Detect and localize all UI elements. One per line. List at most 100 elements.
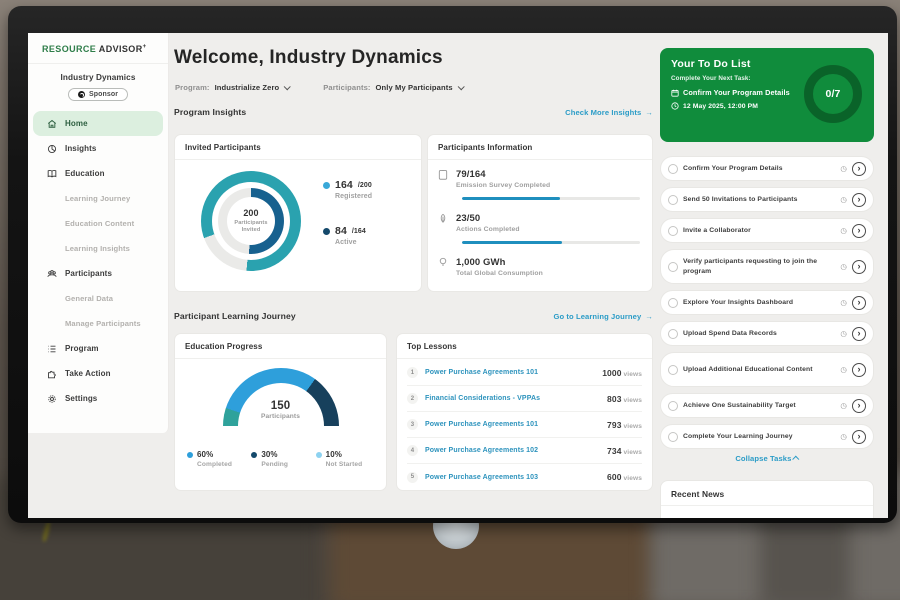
legend-active: 84/164 Active	[323, 225, 366, 246]
clock-icon: ◷	[840, 195, 847, 204]
sidebar-item-home[interactable]: Home	[33, 111, 163, 136]
stat-total-consumption: 1,000 GWh Total Global Consumption	[438, 257, 543, 277]
sidebar-item-general-data[interactable]: General Data	[65, 294, 114, 303]
task-item[interactable]: Upload Additional Educational Content ◷ ›	[660, 352, 874, 387]
todo-next-task[interactable]: Confirm Your Program Details	[671, 88, 863, 97]
rank-badge: 2	[407, 393, 418, 404]
organization-block: Industry Dynamics Sponsor	[28, 64, 168, 111]
sidebar-item-learning-insights[interactable]: Learning Insights	[65, 244, 130, 253]
donut-center: 200 Participants Invited	[227, 197, 275, 245]
checkbox-icon[interactable]	[668, 225, 678, 236]
todo-task-list: Confirm Your Program Details ◷ › Send 50 I…	[660, 156, 874, 449]
lesson-row: 3 Power Purchase Agreements 101 793 views	[407, 412, 642, 438]
task-item[interactable]: Explore Your Insights Dashboard ◷ ›	[660, 290, 874, 315]
chevron-right-icon[interactable]: ›	[852, 223, 866, 238]
todo-next-task-time: 12 May 2025, 12:00 PM	[671, 102, 863, 110]
sponsor-badge[interactable]: Sponsor	[67, 88, 129, 101]
checkbox-icon[interactable]	[668, 400, 678, 411]
todo-subtitle: Complete Your Next Task:	[671, 75, 751, 82]
sidebar: RESOURCE ADVISOR+ Industry Dynamics Spon…	[28, 33, 169, 433]
sidebar-item-education[interactable]: Education	[33, 161, 163, 186]
checkbox-icon[interactable]	[668, 364, 678, 375]
lesson-row: 5 Power Purchase Agreements 103 600 views	[407, 464, 642, 490]
lesson-link[interactable]: Power Purchase Agreements 101	[425, 421, 539, 428]
task-item[interactable]: Verify participants requesting to join t…	[660, 249, 874, 284]
sidebar-item-program[interactable]: Program	[33, 336, 163, 361]
participants-information-card: Participants Information 79/164 Emission …	[427, 134, 653, 292]
legend-dot	[323, 227, 330, 235]
sidebar-item-take-action[interactable]: Take Action	[33, 361, 163, 386]
chevron-right-icon[interactable]: ›	[852, 326, 866, 341]
insights-icon	[47, 144, 57, 154]
clock-icon: ◷	[840, 432, 847, 441]
card-title: Participants Information	[428, 135, 652, 160]
check-more-insights-link[interactable]: Check More Insights →	[565, 107, 653, 117]
survey-icon	[438, 169, 448, 180]
gauge-center: 150 Participants	[261, 400, 300, 420]
chevron-right-icon[interactable]: ›	[852, 192, 866, 207]
chevron-right-icon[interactable]: ›	[852, 398, 866, 413]
actions-progress-bar	[462, 241, 640, 244]
sidebar-item-participants[interactable]: Participants	[33, 261, 163, 286]
checkbox-icon[interactable]	[668, 194, 678, 205]
arrow-right-icon: →	[645, 107, 653, 117]
program-filter[interactable]: Program: Industrialize Zero	[175, 83, 291, 92]
todo-progress-ring: 0/7	[804, 65, 862, 123]
sponsor-icon	[77, 91, 85, 98]
sidebar-item-learning-journey[interactable]: Learning Journey	[65, 194, 131, 203]
sidebar-item-manage-participants[interactable]: Manage Participants	[65, 319, 141, 328]
organization-name: Industry Dynamics	[60, 73, 136, 82]
chevron-right-icon[interactable]: ›	[852, 295, 866, 310]
learning-journey-header: Participant Learning Journey Go to Learn…	[174, 311, 653, 321]
task-item[interactable]: Complete Your Learning Journey ◷ ›	[660, 424, 874, 449]
dashboard-screen: RESOURCE ADVISOR+ Industry Dynamics Spon…	[28, 33, 888, 518]
task-item[interactable]: Send 50 Invitations to Participants ◷ ›	[660, 187, 874, 212]
legend-dot	[323, 181, 330, 189]
participants-filter[interactable]: Participants: Only My Participants	[323, 83, 465, 92]
task-item[interactable]: Achieve One Sustainability Target ◷ ›	[660, 393, 874, 418]
sidebar-item-settings[interactable]: Settings	[33, 386, 163, 411]
chevron-right-icon[interactable]: ›	[852, 362, 866, 377]
chevron-right-icon[interactable]: ›	[852, 161, 866, 176]
chevron-right-icon[interactable]: ›	[852, 259, 866, 274]
checkbox-icon[interactable]	[668, 163, 678, 174]
chevron-down-icon	[457, 83, 465, 91]
top-lessons-card: Top Lessons 1 Power Purchase Agreements …	[396, 333, 653, 491]
clock-icon: ◷	[840, 365, 847, 374]
checkbox-icon[interactable]	[668, 328, 678, 339]
task-item[interactable]: Upload Spend Data Records ◷ ›	[660, 321, 874, 346]
checkbox-icon[interactable]	[668, 431, 678, 442]
task-item[interactable]: Invite a Collaborator ◷ ›	[660, 218, 874, 243]
todo-list-panel: Your To Do List Complete Your Next Task:…	[660, 48, 874, 142]
page-title: Welcome, Industry Dynamics	[174, 47, 443, 68]
chevron-right-icon[interactable]: ›	[852, 429, 866, 444]
sidebar-item-insights[interactable]: Insights	[33, 136, 163, 161]
calendar-icon	[671, 89, 679, 97]
invited-participants-donut-chart: 200 Participants Invited	[201, 171, 301, 271]
lesson-row: 1 Power Purchase Agreements 101 1000 view…	[407, 360, 642, 386]
lesson-link[interactable]: Power Purchase Agreements 102	[425, 447, 539, 454]
settings-gear-icon	[47, 394, 57, 404]
education-icon	[47, 169, 57, 179]
checkbox-icon[interactable]	[668, 261, 678, 272]
home-icon	[47, 119, 57, 129]
sidebar-item-education-content[interactable]: Education Content	[65, 219, 135, 228]
filter-bar: Program: Industrialize Zero Participants…	[175, 83, 465, 92]
collapse-tasks-link[interactable]: Collapse Tasks	[660, 454, 874, 463]
lesson-link[interactable]: Financial Considerations - VPPAs	[425, 395, 541, 402]
monitor-bezel: RESOURCE ADVISOR+ Industry Dynamics Spon…	[8, 6, 897, 523]
take-action-icon	[47, 369, 57, 379]
rank-badge: 5	[407, 471, 418, 483]
lesson-link[interactable]: Power Purchase Agreements 101	[425, 369, 539, 376]
app-logo[interactable]: RESOURCE ADVISOR+	[28, 33, 168, 64]
lesson-row: 4 Power Purchase Agreements 102 734 views	[407, 438, 642, 464]
task-item[interactable]: Confirm Your Program Details ◷ ›	[660, 156, 874, 181]
lesson-link[interactable]: Power Purchase Agreements 103	[425, 473, 539, 481]
rank-badge: 3	[407, 419, 418, 430]
legend-pending: 30% Pending	[251, 450, 315, 468]
section-title: Program Insights	[174, 107, 247, 117]
chevron-up-icon	[791, 455, 800, 463]
checkbox-icon[interactable]	[668, 297, 678, 308]
clock-icon: ◷	[840, 298, 847, 307]
go-to-learning-journey-link[interactable]: Go to Learning Journey →	[553, 311, 653, 321]
